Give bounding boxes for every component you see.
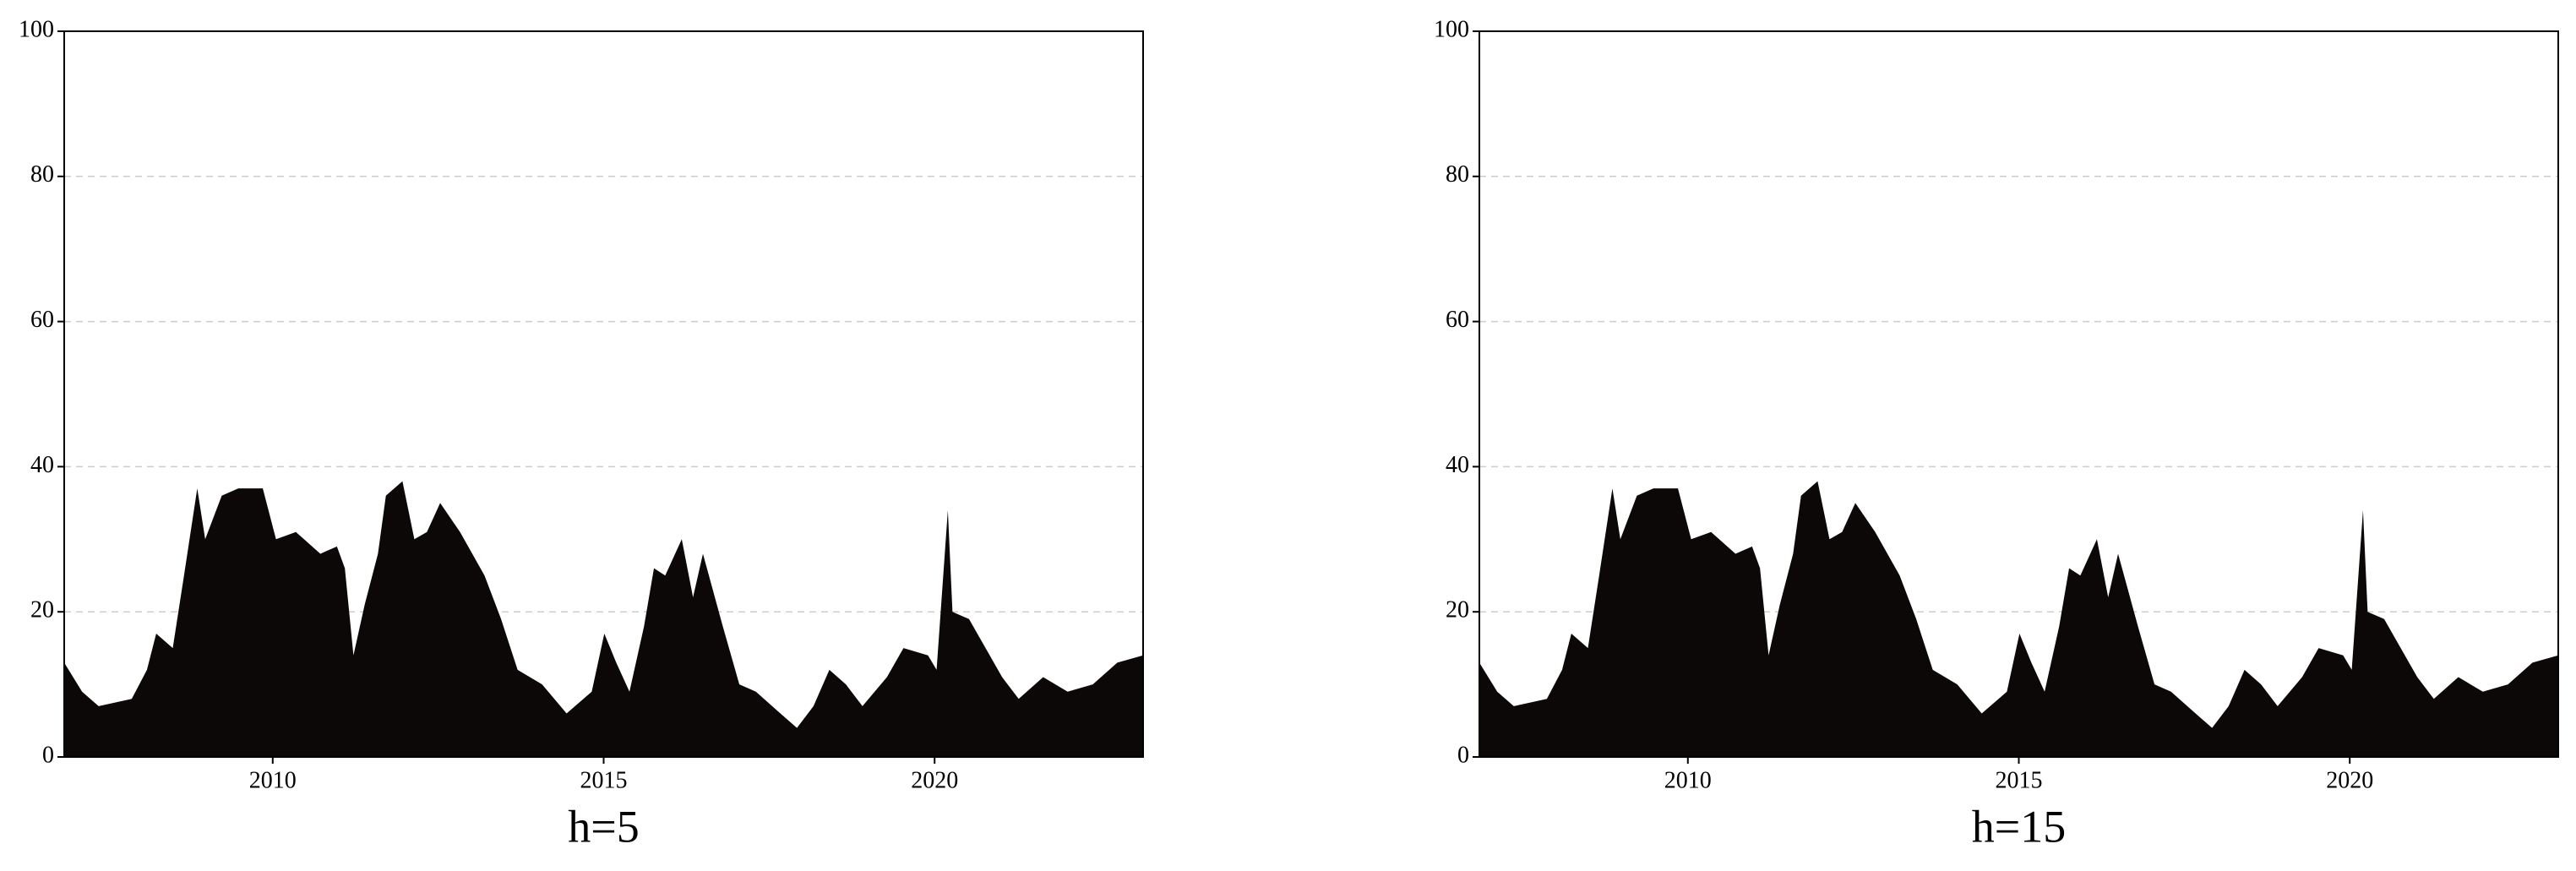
y-tick-label: 20 xyxy=(30,597,54,623)
y-tick-label: 20 xyxy=(1446,597,1469,623)
y-tick-label: 0 xyxy=(42,742,54,768)
y-tick-label: 80 xyxy=(30,161,54,188)
y-tick-label: 80 xyxy=(1446,161,1469,188)
x-tick-label: 2020 xyxy=(911,767,958,793)
x-tick-label: 2015 xyxy=(1996,767,2043,793)
plot-frame xyxy=(63,30,1144,758)
y-tick-label: 60 xyxy=(1446,307,1469,333)
x-tick-label: 2020 xyxy=(2326,767,2373,793)
y-tick-label: 60 xyxy=(30,307,54,333)
area xyxy=(64,481,1143,757)
plot-frame xyxy=(1479,30,2559,758)
y-tick-label: 40 xyxy=(30,452,54,478)
y-tick-label: 40 xyxy=(1446,452,1469,478)
y-tick-label: 100 xyxy=(1434,16,1469,42)
x-tick-label: 2015 xyxy=(580,767,628,793)
chart-title: h=15 xyxy=(1972,801,2066,852)
x-tick-label: 2010 xyxy=(249,767,297,793)
x-tick-label: 2010 xyxy=(1664,767,1712,793)
area xyxy=(1479,481,2558,757)
y-tick-label: 0 xyxy=(1457,742,1469,768)
chart-title: h=5 xyxy=(568,801,639,852)
y-tick-label: 100 xyxy=(19,16,54,42)
